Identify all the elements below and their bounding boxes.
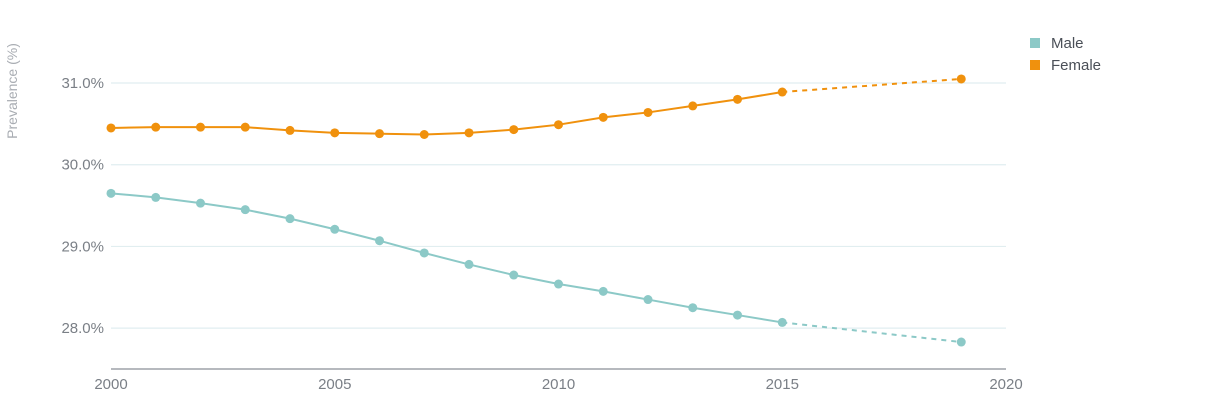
data-point-male[interactable] xyxy=(330,224,340,234)
data-point-female[interactable] xyxy=(554,120,563,130)
data-point-female[interactable] xyxy=(777,87,787,97)
data-point-female[interactable] xyxy=(643,107,653,117)
data-point-female[interactable] xyxy=(956,74,966,84)
data-point-female[interactable] xyxy=(106,123,116,133)
x-tick-labels: 2000 2005 2010 2015 2020 xyxy=(94,376,1022,393)
data-point-female[interactable] xyxy=(598,112,608,122)
data-point-male[interactable] xyxy=(419,248,429,258)
y-tick-label: 28.0% xyxy=(61,320,104,337)
legend-label-female: Female xyxy=(1051,56,1102,74)
data-point-female[interactable] xyxy=(733,94,742,104)
legend-item-female[interactable]: Female xyxy=(1030,54,1101,76)
x-tick-label: 2010 xyxy=(542,376,575,393)
y-tick-label: 31.0% xyxy=(61,75,104,92)
x-tick-label: 2000 xyxy=(94,376,127,393)
data-point-male[interactable] xyxy=(733,310,742,320)
data-point-female[interactable] xyxy=(464,128,474,138)
data-point-male[interactable] xyxy=(106,188,116,198)
y-tick-label: 29.0% xyxy=(61,238,104,255)
legend-swatch-female xyxy=(1030,60,1040,70)
data-point-female[interactable] xyxy=(509,125,519,135)
data-point-female[interactable] xyxy=(285,125,295,135)
series-line-female xyxy=(110,91,783,136)
data-point-male[interactable] xyxy=(285,214,295,224)
x-tick-label: 2005 xyxy=(318,376,351,393)
data-point-female[interactable] xyxy=(419,130,429,139)
data-point-male[interactable] xyxy=(956,337,966,347)
y-tick-label: 30.0% xyxy=(61,157,104,174)
data-point-male[interactable] xyxy=(240,205,250,215)
data-point-female[interactable] xyxy=(375,129,384,139)
data-point-male[interactable] xyxy=(643,295,653,305)
data-point-male[interactable] xyxy=(375,236,384,246)
data-point-male[interactable] xyxy=(151,192,161,202)
x-tick-label: 2020 xyxy=(989,376,1022,393)
y-axis-title: Prevalence (%) xyxy=(4,43,20,139)
data-point-male[interactable] xyxy=(196,198,205,208)
series-layer xyxy=(106,74,966,347)
series-projection-line-female xyxy=(782,77,962,94)
series-projection-line-male xyxy=(782,321,962,344)
data-point-male[interactable] xyxy=(688,303,698,313)
data-point-male[interactable] xyxy=(777,317,787,327)
data-point-male[interactable] xyxy=(598,286,608,296)
series-female xyxy=(106,74,966,139)
series-line-male xyxy=(110,192,783,324)
data-point-female[interactable] xyxy=(151,122,161,132)
data-point-female[interactable] xyxy=(688,101,698,111)
y-tick-labels: 28.0% 29.0% 30.0% 31.0% xyxy=(61,75,104,337)
legend-label-male: Male xyxy=(1051,34,1084,52)
x-tick-label: 2015 xyxy=(766,376,799,393)
data-point-female[interactable] xyxy=(330,128,340,138)
data-point-male[interactable] xyxy=(554,279,563,289)
gridlines xyxy=(111,82,1006,329)
series-male xyxy=(106,188,966,347)
data-point-female[interactable] xyxy=(196,122,205,132)
legend: Male Female xyxy=(1030,32,1101,76)
data-point-male[interactable] xyxy=(464,259,474,269)
legend-swatch-male xyxy=(1030,38,1040,48)
data-point-female[interactable] xyxy=(240,122,250,132)
legend-item-male[interactable]: Male xyxy=(1030,32,1101,54)
data-point-male[interactable] xyxy=(509,270,519,280)
